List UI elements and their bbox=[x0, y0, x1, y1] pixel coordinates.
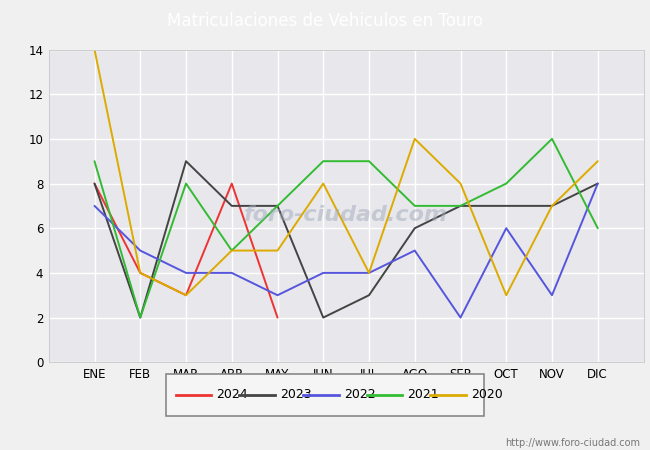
Text: 2020: 2020 bbox=[471, 388, 503, 401]
Text: 2022: 2022 bbox=[344, 388, 376, 401]
Text: Matriculaciones de Vehiculos en Touro: Matriculaciones de Vehiculos en Touro bbox=[167, 12, 483, 31]
FancyBboxPatch shape bbox=[166, 374, 484, 416]
Text: 2024: 2024 bbox=[216, 388, 248, 401]
Text: http://www.foro-ciudad.com: http://www.foro-ciudad.com bbox=[505, 438, 640, 448]
Text: foro-ciudad.com: foro-ciudad.com bbox=[244, 205, 448, 225]
Text: 2023: 2023 bbox=[280, 388, 312, 401]
Text: 2021: 2021 bbox=[408, 388, 439, 401]
